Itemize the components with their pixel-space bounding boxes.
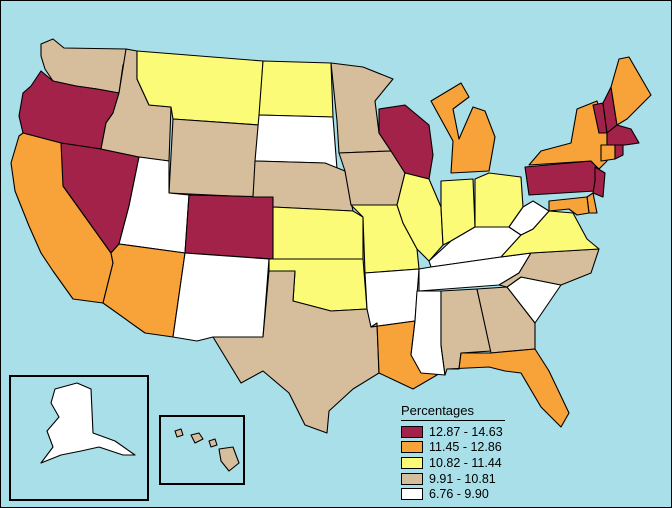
alaska-inset-frame: [9, 375, 149, 501]
state-tx: [212, 270, 380, 434]
state-co: [184, 194, 274, 260]
legend-item: 12.87 - 14.63: [401, 424, 509, 440]
state-wy: [168, 118, 260, 198]
state-ri: [614, 144, 624, 160]
state-id: [100, 48, 172, 162]
legend-swatch: [401, 425, 423, 438]
state-md: [548, 196, 590, 216]
legend-swatch: [401, 456, 423, 469]
hawaii-inset-frame: [159, 415, 245, 485]
legend-item: 6.76 - 9.90: [401, 486, 509, 502]
legend-label: 11.45 - 12.86: [429, 440, 502, 455]
state-pa: [524, 160, 600, 196]
legend-rule: [401, 420, 505, 421]
legend-label: 12.87 - 14.63: [429, 424, 503, 439]
state-nm: [172, 252, 270, 342]
legend-label: 9.91 - 10.81: [429, 471, 496, 486]
legend-swatch: [401, 472, 423, 485]
legend-item: 9.91 - 10.81: [401, 471, 509, 487]
legend-swatch: [401, 488, 423, 501]
state-ar: [364, 268, 420, 328]
state-nj: [592, 166, 606, 198]
state-me: [610, 56, 652, 126]
state-ct: [600, 144, 616, 162]
state-nc: [498, 248, 600, 288]
state-ak: [40, 382, 136, 464]
legend-item: 11.45 - 12.86: [401, 440, 509, 456]
legend: Percentages 12.87 - 14.63 11.45 - 12.86 10…: [401, 403, 509, 502]
legend-title: Percentages: [401, 403, 474, 418]
state-fl: [446, 348, 570, 428]
legend-label: 6.76 - 9.90: [429, 487, 489, 502]
state-mi: [430, 82, 496, 174]
state-ks: [272, 206, 364, 260]
legend-rows: 12.87 - 14.63 11.45 - 12.86 10.82 - 11.44 9…: [401, 424, 509, 502]
state-hi: [174, 428, 240, 472]
legend-label: 10.82 - 11.44: [429, 455, 502, 470]
state-nd: [258, 60, 334, 118]
legend-swatch: [401, 441, 423, 454]
state-az: [102, 243, 186, 338]
legend-item: 10.82 - 11.44: [401, 455, 509, 471]
state-ms: [410, 290, 446, 376]
state-ga: [476, 286, 536, 354]
